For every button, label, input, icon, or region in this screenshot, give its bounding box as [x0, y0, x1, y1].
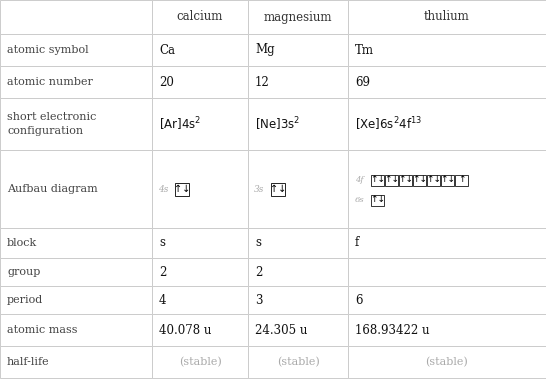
Bar [152, 98, 248, 150]
Text: 2: 2 [159, 265, 167, 279]
Bar [152, 34, 248, 66]
Bar [0, 314, 152, 346]
Bar [371, 194, 384, 206]
Text: calcium: calcium [177, 10, 223, 24]
Bar [248, 258, 348, 286]
Bar [152, 258, 248, 286]
Text: s: s [159, 237, 165, 249]
Text: $\mathsf{[Ne]3s^{2}}$: $\mathsf{[Ne]3s^{2}}$ [255, 115, 300, 133]
Text: Tm: Tm [355, 43, 374, 57]
Text: ↑↓: ↑↓ [412, 175, 427, 185]
Text: (stable): (stable) [277, 357, 319, 367]
Text: atomic number: atomic number [7, 77, 93, 87]
Bar [348, 34, 546, 66]
Text: 69: 69 [355, 76, 370, 88]
Text: atomic symbol: atomic symbol [7, 45, 88, 55]
Text: thulium: thulium [424, 10, 470, 24]
Bar [413, 175, 426, 185]
Bar [0, 286, 152, 314]
Text: ↑↓: ↑↓ [370, 175, 385, 185]
Text: ↑↓: ↑↓ [398, 175, 413, 185]
Bar [248, 150, 348, 228]
Bar [0, 0, 152, 34]
Text: 20: 20 [159, 76, 174, 88]
Text: 40.078 u: 40.078 u [159, 324, 211, 336]
Text: (stable): (stable) [426, 357, 468, 367]
Text: 3: 3 [255, 293, 263, 307]
Text: block: block [7, 238, 37, 248]
Text: Ca: Ca [159, 43, 175, 57]
Bar [371, 175, 384, 185]
Bar [152, 314, 248, 346]
Text: 4s: 4s [158, 185, 168, 194]
Bar [0, 34, 152, 66]
Bar [348, 228, 546, 258]
Text: 12: 12 [255, 76, 270, 88]
Bar [0, 66, 152, 98]
Bar [0, 150, 152, 228]
Bar [441, 175, 454, 185]
Bar [348, 314, 546, 346]
Text: ↑↓: ↑↓ [440, 175, 455, 185]
Text: $\mathsf{[Ar]4s^{2}}$: $\mathsf{[Ar]4s^{2}}$ [159, 115, 201, 133]
Bar [348, 98, 546, 150]
Text: period: period [7, 295, 43, 305]
Text: ↑↓: ↑↓ [370, 196, 385, 204]
Bar [348, 0, 546, 34]
Bar [152, 66, 248, 98]
Bar [248, 286, 348, 314]
Text: ↑↓: ↑↓ [426, 175, 441, 185]
Text: short electronic
configuration: short electronic configuration [7, 113, 97, 135]
Text: f: f [355, 237, 359, 249]
Text: (stable): (stable) [179, 357, 221, 367]
Bar [248, 0, 348, 34]
Bar [152, 150, 248, 228]
Text: 3s: 3s [254, 185, 264, 194]
Bar [385, 175, 398, 185]
Bar [271, 182, 285, 196]
Bar [348, 286, 546, 314]
Text: s: s [255, 237, 261, 249]
Bar [0, 98, 152, 150]
Bar [152, 0, 248, 34]
Bar [248, 66, 348, 98]
Text: group: group [7, 267, 40, 277]
Text: 168.93422 u: 168.93422 u [355, 324, 430, 336]
Bar [348, 346, 546, 378]
Bar [427, 175, 440, 185]
Bar [248, 34, 348, 66]
Text: 4f: 4f [355, 176, 364, 184]
Text: 6s: 6s [355, 196, 365, 204]
Bar [455, 175, 468, 185]
Text: ↑: ↑ [458, 175, 465, 185]
Bar [348, 150, 546, 228]
Text: 2: 2 [255, 265, 263, 279]
Bar [248, 98, 348, 150]
Bar [399, 175, 412, 185]
Text: ↑↓: ↑↓ [384, 175, 399, 185]
Text: ↑↓: ↑↓ [174, 184, 190, 194]
Text: magnesium: magnesium [264, 10, 333, 24]
Text: 4: 4 [159, 293, 167, 307]
Text: atomic mass: atomic mass [7, 325, 78, 335]
Bar [348, 66, 546, 98]
Bar [248, 346, 348, 378]
Bar [0, 346, 152, 378]
Text: ↑↓: ↑↓ [270, 184, 286, 194]
Bar [175, 182, 189, 196]
Bar [248, 314, 348, 346]
Bar [152, 286, 248, 314]
Text: 24.305 u: 24.305 u [255, 324, 307, 336]
Bar [348, 258, 546, 286]
Bar [152, 228, 248, 258]
Bar [248, 228, 348, 258]
Text: Mg: Mg [255, 43, 275, 57]
Text: half-life: half-life [7, 357, 50, 367]
Text: $\mathsf{[Xe]6s^{2}4f^{13}}$: $\mathsf{[Xe]6s^{2}4f^{13}}$ [355, 115, 422, 133]
Text: 6: 6 [355, 293, 363, 307]
Bar [0, 228, 152, 258]
Bar [152, 346, 248, 378]
Bar [0, 258, 152, 286]
Text: Aufbau diagram: Aufbau diagram [7, 184, 98, 194]
